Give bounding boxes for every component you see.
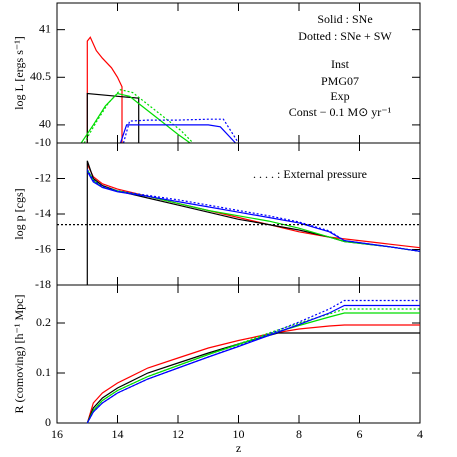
legend-entry: Exp xyxy=(330,89,349,103)
data-line xyxy=(86,312,420,424)
data-line xyxy=(86,92,140,143)
y-tick-label: -10 xyxy=(35,135,51,149)
x-tick-label: 8 xyxy=(296,427,302,441)
y-tick-label: 0 xyxy=(45,415,51,429)
y-axis-label: log L [ergs s⁻¹] xyxy=(12,36,26,110)
data-line xyxy=(86,169,421,252)
y-tick-label: -14 xyxy=(35,206,51,220)
data-line xyxy=(119,124,236,144)
data-line xyxy=(86,332,420,424)
y-tick-label: 0.2 xyxy=(36,315,51,329)
x-tick-label: 16 xyxy=(51,427,63,441)
legend-entry: PMG07 xyxy=(321,74,359,88)
y-tick-label: -18 xyxy=(35,277,51,291)
x-tick-label: 6 xyxy=(357,427,363,441)
data-line xyxy=(122,118,240,144)
data-line xyxy=(83,89,194,144)
legend-entry: Inst xyxy=(331,57,350,71)
y-tick-label: -16 xyxy=(35,241,51,255)
data-line xyxy=(86,36,123,143)
data-line xyxy=(80,92,191,144)
annotation: Solid : SNe xyxy=(317,12,372,26)
panel-frame xyxy=(56,142,421,286)
y-tick-label: 40 xyxy=(39,117,51,131)
y-tick-label: 41 xyxy=(39,21,51,35)
annotation: . . . . : External pressure xyxy=(253,167,367,181)
x-tick-label: 10 xyxy=(233,427,245,441)
legend-entry: Const − 0.1 M⊙ yr⁻¹ xyxy=(289,105,392,119)
data-line xyxy=(86,304,420,424)
x-tick-label: 12 xyxy=(172,427,184,441)
y-tick-label: 40.5 xyxy=(30,69,51,83)
y-tick-label: 0.1 xyxy=(36,365,51,379)
x-tick-label: 4 xyxy=(417,427,423,441)
y-tick-label: -12 xyxy=(35,170,51,184)
data-line xyxy=(86,299,420,424)
data-line xyxy=(86,308,420,424)
y-axis-label: R (comoving) [h⁻¹ Mpc] xyxy=(12,295,26,414)
data-line xyxy=(86,164,421,249)
data-line xyxy=(86,169,421,252)
data-line xyxy=(86,324,420,424)
annotation: Dotted : SNe + SW xyxy=(298,29,392,43)
x-axis-label: z xyxy=(236,441,241,455)
y-axis-label: log p [cgs] xyxy=(12,188,26,239)
x-tick-label: 14 xyxy=(112,427,124,441)
data-line xyxy=(86,171,421,252)
